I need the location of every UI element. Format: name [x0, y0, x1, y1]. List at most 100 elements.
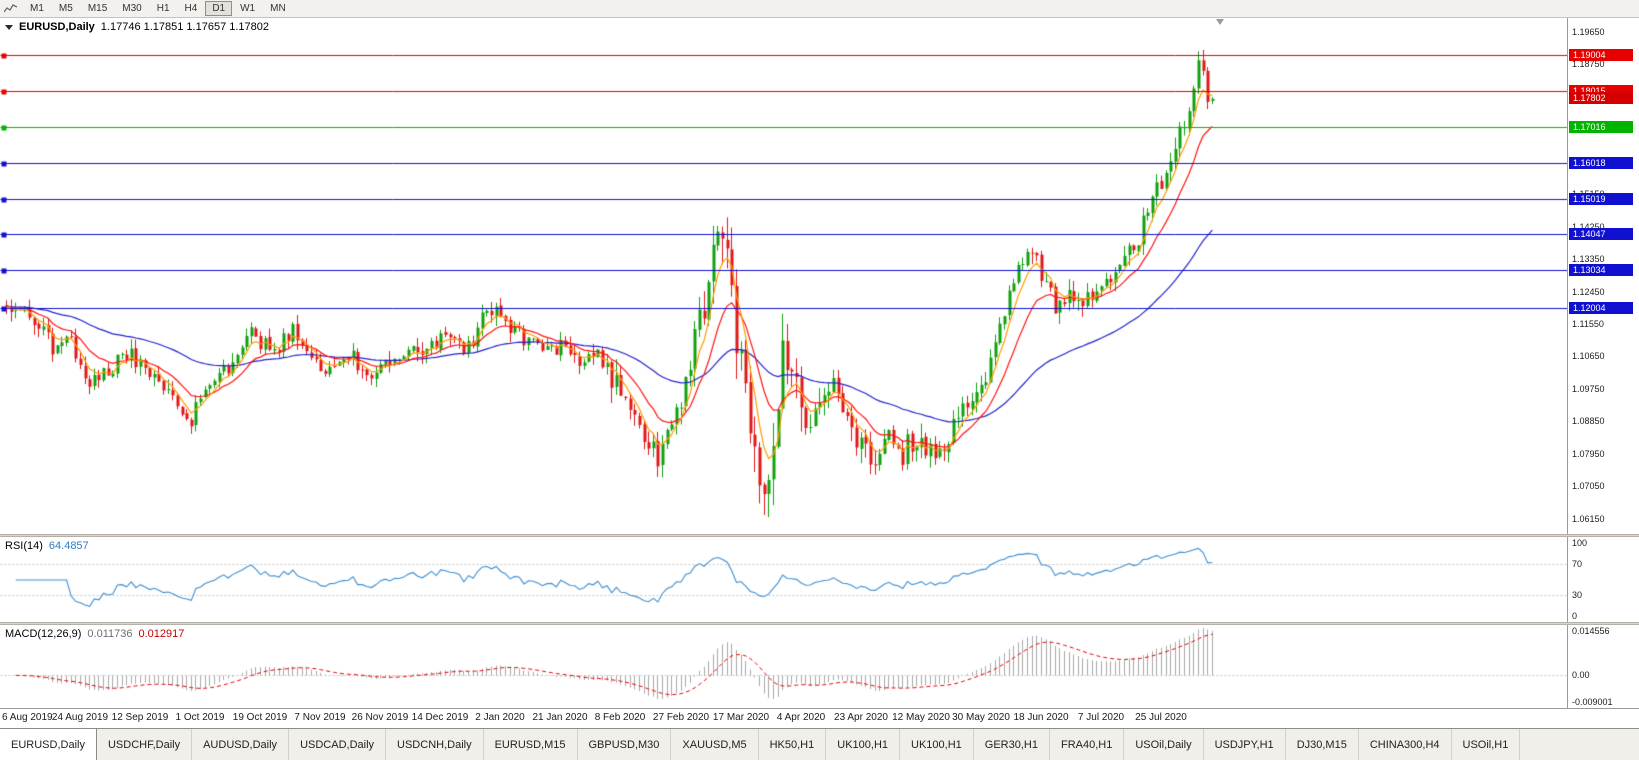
- chart-tab-china300-h4[interactable]: CHINA300,H4: [1359, 729, 1452, 760]
- timeframe-button-d1[interactable]: D1: [205, 1, 233, 16]
- price-tick: 1.13350: [1572, 254, 1605, 265]
- chart-tab-uk100-h1[interactable]: UK100,H1: [826, 729, 901, 760]
- price-level-tag: 1.14047: [1569, 227, 1633, 240]
- date-label: 18 Jun 2020: [1013, 712, 1069, 723]
- price-level-tag: 1.15019: [1569, 192, 1633, 205]
- chart-tab-usdcad-daily[interactable]: USDCAD,Daily: [289, 729, 387, 760]
- chart-tab-audusd-daily[interactable]: AUDUSD,Daily: [192, 729, 290, 760]
- price-level-tag: 1.17016: [1569, 120, 1633, 133]
- date-label: 30 May 2020: [952, 712, 1010, 723]
- chart-ohlc-label: 1.17746 1.17851 1.17657 1.17802: [100, 21, 270, 33]
- panel-splitter[interactable]: [0, 622, 1639, 625]
- macd-title: MACD(12,26,9) 0.011736 0.012917: [5, 628, 184, 640]
- rsi-tick: 0: [1572, 611, 1578, 621]
- date-label: 8 Feb 2020: [594, 712, 646, 723]
- timeframe-button-m1[interactable]: M1: [30, 3, 44, 14]
- date-label: 12 Sep 2019: [111, 712, 169, 723]
- panel-splitter[interactable]: [0, 534, 1639, 537]
- chart-tab-uk100-h1[interactable]: UK100,H1: [900, 729, 974, 760]
- price-level-tag: 1.19004: [1569, 49, 1633, 62]
- date-label: 4 Apr 2020: [776, 712, 826, 723]
- date-label: 14 Dec 2019: [411, 712, 469, 723]
- timeframe-button-h1[interactable]: H1: [156, 3, 170, 14]
- date-label: 25 Jul 2020: [1135, 712, 1187, 723]
- timeframe-button-w1[interactable]: W1: [240, 3, 256, 14]
- rsi-tick: 30: [1572, 590, 1583, 601]
- rsi-name-label: RSI(14): [5, 540, 43, 552]
- chart-symbol-label: EURUSD,Daily: [19, 21, 95, 33]
- date-label: 23 Apr 2020: [834, 712, 888, 723]
- macd-name-label: MACD(12,26,9): [5, 628, 82, 640]
- date-label: 6 Aug 2019: [2, 712, 53, 723]
- price-tick: 1.08850: [1572, 416, 1605, 427]
- chart-tab-usoil-h1[interactable]: USOil,H1: [1452, 729, 1521, 760]
- timeframe-button-m5[interactable]: M5: [58, 3, 73, 14]
- date-label: 26 Nov 2019: [351, 712, 409, 723]
- price-tick: 1.07050: [1572, 481, 1605, 492]
- chart-tab-fra40-h1[interactable]: FRA40,H1: [1050, 729, 1125, 760]
- macd-tick: 0.014556: [1572, 626, 1610, 636]
- chart-tab-dj30-m15[interactable]: DJ30,M15: [1286, 729, 1359, 760]
- price-tick: 1.07950: [1572, 448, 1605, 459]
- rsi-value-label: 64.4857: [48, 540, 89, 552]
- chart-tab-eurusd-m15[interactable]: EURUSD,M15: [484, 729, 578, 760]
- price-tick: 1.12450: [1572, 286, 1605, 297]
- timeframe-button-mn[interactable]: MN: [270, 3, 286, 14]
- one-click-trading-icon[interactable]: [5, 24, 13, 30]
- chart-area: EURUSD,Daily 1.17746 1.17851 1.17657 1.1…: [0, 18, 1639, 728]
- price-tick: 1.18750: [1572, 59, 1605, 70]
- price-tick: 1.10650: [1572, 351, 1605, 362]
- price-level-tag: 1.12004: [1569, 301, 1633, 314]
- timeframe-toolbar: M1 M5 M15 M30 H1 H4 D1 W1 MN: [0, 0, 1639, 18]
- price-axis[interactable]: 1.196501.187501.178501.169501.160501.151…: [1567, 18, 1639, 534]
- chart-tab-usdjpy-h1[interactable]: USDJPY,H1: [1204, 729, 1286, 760]
- macd-canvas[interactable]: [0, 625, 1567, 708]
- price-tick: 1.19650: [1572, 26, 1605, 37]
- chart-tab-gbpusd-m30[interactable]: GBPUSD,M30: [578, 729, 672, 760]
- date-label: 1 Oct 2019: [175, 712, 225, 723]
- chart-tab-usdchf-daily[interactable]: USDCHF,Daily: [97, 729, 193, 760]
- timeframe-button-h4[interactable]: H4: [184, 3, 198, 14]
- price-tick: 1.09750: [1572, 383, 1605, 394]
- price-level-tag: 1.17802: [1569, 92, 1633, 105]
- macd-axis[interactable]: 0.014556 0.00 -0.009001: [1567, 625, 1639, 708]
- chart-icon[interactable]: [3, 2, 19, 16]
- rsi-panel: RSI(14) 64.4857 100 70 30 0: [0, 537, 1639, 622]
- date-label: 12 May 2020: [892, 712, 950, 723]
- price-tick: 1.11550: [1572, 318, 1604, 329]
- date-label: 7 Nov 2019: [294, 712, 346, 723]
- date-label: 17 Mar 2020: [712, 712, 770, 723]
- timeframe-buttons: M1 M5 M15 M30 H1 H4 D1 W1 MN: [23, 1, 293, 16]
- macd-main-value-label: 0.011736: [87, 628, 133, 640]
- timeframe-button-m30[interactable]: M30: [122, 3, 142, 14]
- date-label: 7 Jul 2020: [1077, 712, 1125, 723]
- timeframe-button-m15[interactable]: M15: [87, 3, 108, 14]
- date-label: 21 Jan 2020: [532, 712, 588, 723]
- main-chart-canvas[interactable]: [0, 18, 1567, 534]
- rsi-tick: 100: [1572, 538, 1588, 548]
- macd-tick: -0.009001: [1572, 697, 1613, 707]
- price-tick: 1.14250: [1572, 221, 1605, 232]
- chart-tab-ger30-h1[interactable]: GER30,H1: [974, 729, 1050, 760]
- chart-tab-usdcnh-daily[interactable]: USDCNH,Daily: [386, 729, 484, 760]
- rsi-axis[interactable]: 100 70 30 0: [1567, 537, 1639, 622]
- date-label: 19 Oct 2019: [232, 712, 288, 723]
- date-label: 24 Aug 2019: [51, 712, 109, 723]
- date-label: 2 Jan 2020: [475, 712, 525, 723]
- chart-shift-marker-icon[interactable]: [1216, 19, 1224, 25]
- date-label: 27 Feb 2020: [652, 712, 710, 723]
- chart-tab-eurusd-daily[interactable]: EURUSD,Daily: [0, 729, 97, 760]
- chart-tab-usoil-daily[interactable]: USOil,Daily: [1124, 729, 1204, 760]
- price-level-tag: 1.13034: [1569, 264, 1633, 277]
- macd-signal-value-label: 0.012917: [138, 628, 185, 640]
- rsi-tick: 70: [1572, 558, 1583, 569]
- rsi-canvas[interactable]: [0, 537, 1567, 622]
- chart-tab-hk50-h1[interactable]: HK50,H1: [759, 729, 827, 760]
- chart-tabs-bar: EURUSD,Daily USDCHF,Daily AUDUSD,Daily USDC…: [0, 728, 1639, 760]
- main-chart-panel: EURUSD,Daily 1.17746 1.17851 1.17657 1.1…: [0, 18, 1639, 534]
- chart-tab-xauusd-m5[interactable]: XAUUSD,M5: [671, 729, 759, 760]
- price-tick: 1.06150: [1572, 513, 1605, 524]
- macd-panel: MACD(12,26,9) 0.011736 0.012917 0.014556…: [0, 625, 1639, 708]
- time-axis[interactable]: 6 Aug 2019 24 Aug 2019 12 Sep 2019 1 Oct 20…: [0, 708, 1639, 728]
